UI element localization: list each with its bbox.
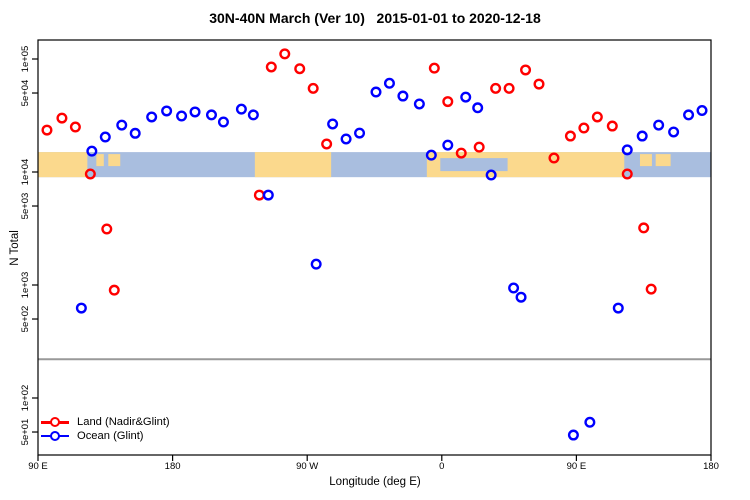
data-point	[129, 127, 141, 139]
data-point	[262, 189, 274, 201]
data-point	[567, 429, 579, 441]
data-point	[413, 98, 425, 110]
x-tick-label: 90 E	[28, 461, 48, 472]
map-band-land	[254, 152, 332, 178]
data-point	[116, 119, 128, 131]
data-point	[548, 152, 560, 164]
y-tick-label: 5e+02	[20, 305, 31, 333]
data-point	[621, 168, 633, 180]
data-point	[340, 133, 352, 145]
legend-item-ocean: Ocean (Glint)	[41, 429, 144, 443]
data-point	[397, 90, 409, 102]
data-point	[442, 139, 454, 151]
data-point	[653, 119, 665, 131]
data-point	[428, 62, 440, 74]
data-point	[176, 110, 188, 122]
map-band-land	[38, 152, 88, 178]
data-point	[108, 284, 120, 296]
data-point	[370, 86, 382, 98]
map-band-islands	[639, 154, 652, 167]
data-point	[584, 416, 596, 428]
data-point	[99, 131, 111, 143]
data-point	[161, 105, 173, 117]
map-band-islands	[96, 154, 104, 167]
data-point	[321, 138, 333, 150]
data-point	[591, 111, 603, 123]
y-tick-label: 5e+03	[20, 192, 31, 220]
data-point	[508, 282, 520, 294]
y-tick-label: 5e+01	[20, 418, 31, 446]
data-point	[247, 109, 259, 121]
x-axis-label: Longitude (deg E)	[329, 476, 421, 488]
data-point	[189, 106, 201, 118]
data-point	[307, 82, 319, 94]
data-point	[279, 48, 291, 60]
data-point	[490, 82, 502, 94]
data-point	[638, 222, 650, 234]
data-point	[217, 116, 229, 128]
x-tick-label: 180	[703, 461, 719, 472]
series-land	[41, 48, 657, 296]
legend-label-land: Land (Nadir&Glint)	[77, 416, 170, 428]
data-point	[235, 103, 247, 115]
x-tick-label: 0	[439, 461, 445, 472]
data-point	[327, 118, 339, 130]
ocean-series-marker-icon	[41, 429, 69, 443]
data-point	[425, 149, 437, 161]
data-point	[645, 283, 657, 295]
map-band-inland-sea	[440, 158, 508, 172]
data-point	[606, 120, 618, 132]
data-point	[460, 91, 472, 103]
data-point	[84, 168, 96, 180]
data-point	[578, 122, 590, 134]
data-point	[253, 189, 265, 201]
data-point	[564, 130, 576, 142]
y-tick-label: 5e+04	[20, 79, 31, 107]
x-tick-label: 90 E	[566, 461, 587, 472]
data-point	[294, 63, 306, 75]
data-point	[205, 109, 217, 121]
data-point	[683, 109, 695, 121]
data-point	[668, 126, 680, 138]
data-point	[383, 77, 395, 89]
data-point	[485, 169, 497, 181]
legend-label-ocean: Ocean (Glint)	[77, 429, 144, 442]
legend-item-land: Land (Nadir&Glint)	[41, 415, 170, 429]
data-point	[69, 121, 81, 133]
x-tick-label: 180	[164, 461, 181, 472]
data-point	[455, 147, 467, 159]
data-point	[101, 223, 113, 235]
map-band-islands	[655, 154, 671, 167]
map-band-islands	[108, 154, 121, 167]
data-point	[503, 82, 515, 94]
data-point	[515, 291, 527, 303]
data-point	[533, 78, 545, 90]
chart-title: 30N-40N March (Ver 10) 2015-01-01 to 202…	[209, 10, 541, 26]
land-series-marker-icon	[41, 415, 69, 429]
data-point	[86, 145, 98, 157]
series-ocean	[75, 77, 708, 441]
data-point	[265, 61, 277, 73]
data-point	[310, 258, 322, 270]
data-point	[621, 144, 633, 156]
plot-border	[37, 39, 712, 456]
data-point	[354, 127, 366, 139]
data-point	[472, 102, 484, 114]
data-point	[56, 112, 68, 124]
data-point	[41, 124, 53, 136]
data-point	[636, 130, 648, 142]
data-point	[442, 96, 454, 108]
data-point	[696, 105, 708, 117]
data-point	[473, 141, 485, 153]
data-point	[520, 64, 532, 76]
x-tick-label: 90 W	[296, 461, 319, 472]
data-point	[146, 111, 158, 123]
data-point	[75, 302, 87, 314]
data-point	[612, 302, 624, 314]
